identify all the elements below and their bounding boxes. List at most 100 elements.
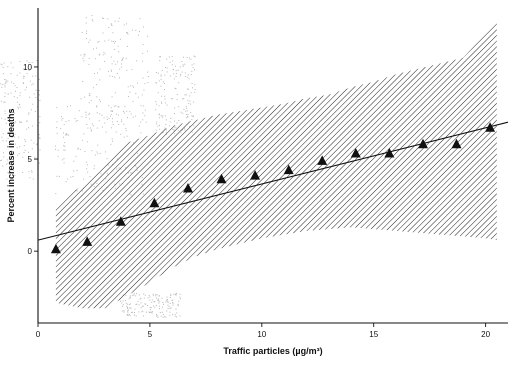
speckle-dot <box>133 117 134 118</box>
speckle-dot <box>155 101 156 102</box>
speckle-dot <box>108 71 109 72</box>
speckle-dot <box>164 96 165 97</box>
speckle-dot <box>115 64 116 65</box>
speckle-dot <box>17 107 18 108</box>
speckle-dot <box>192 64 193 65</box>
speckle-dot <box>85 54 86 55</box>
speckle-dot <box>112 118 113 119</box>
speckle-dot <box>176 73 177 74</box>
speckle-dot <box>96 106 97 107</box>
speckle-dot <box>127 310 128 311</box>
speckle-dot <box>129 304 130 305</box>
speckle-dot <box>163 314 164 315</box>
speckle-dot <box>8 93 9 94</box>
speckle-dot <box>143 78 144 79</box>
speckle-dot <box>89 118 90 119</box>
speckle-dot <box>165 67 166 68</box>
speckle-dot <box>97 42 98 43</box>
speckle-dot <box>194 63 195 64</box>
speckle-dot <box>156 298 157 299</box>
speckle-dot <box>82 140 83 141</box>
speckle-dot <box>130 295 131 296</box>
speckle-dot <box>175 66 176 67</box>
speckle-dot <box>17 87 18 88</box>
speckle-dot <box>87 128 88 129</box>
speckle-dot <box>80 149 81 150</box>
speckle-dot <box>147 51 148 52</box>
speckle-dot <box>187 116 188 117</box>
speckle-dot <box>194 92 195 93</box>
speckle-dot <box>93 125 94 126</box>
speckle-dot <box>142 306 143 307</box>
speckle-dot <box>64 162 65 163</box>
speckle-dot <box>11 93 12 94</box>
speckle-dot <box>100 153 101 154</box>
speckle-dot <box>177 123 178 124</box>
speckle-dot <box>117 73 118 74</box>
speckle-dot <box>183 66 184 67</box>
speckle-dot <box>92 21 93 22</box>
speckle-dot <box>154 307 155 308</box>
speckle-dot <box>91 150 92 151</box>
speckle-dot <box>114 49 115 50</box>
speckle-dot <box>59 176 60 177</box>
speckle-dot <box>165 124 166 125</box>
speckle-dot <box>186 108 187 109</box>
speckle-dot <box>121 60 122 61</box>
speckle-dot <box>23 82 24 83</box>
speckle-dot <box>185 72 186 73</box>
speckle-dot <box>30 81 31 82</box>
speckle-dot <box>64 158 65 159</box>
speckle-dot <box>170 121 171 122</box>
speckle-dot <box>26 129 27 130</box>
speckle-dot <box>103 52 104 53</box>
speckle-dot <box>19 146 20 147</box>
speckle-dot <box>126 70 127 71</box>
speckle-dot <box>161 79 162 80</box>
speckle-dot <box>4 63 5 64</box>
speckle-dot <box>173 69 174 70</box>
speckle-dot <box>112 121 113 122</box>
speckle-dot <box>63 137 64 138</box>
x-tick-label: 10 <box>257 330 266 339</box>
speckle-dot <box>17 147 18 148</box>
speckle-dot <box>29 112 30 113</box>
speckle-dot <box>32 104 33 105</box>
speckle-dot <box>97 112 98 113</box>
speckle-dot <box>194 69 195 70</box>
speckle-dot <box>135 93 136 94</box>
speckle-dot <box>135 309 136 310</box>
speckle-dot <box>19 104 20 105</box>
x-axis-title: Traffic particles (µg/m³) <box>223 346 322 356</box>
speckle-dot <box>17 97 18 98</box>
speckle-dot <box>164 316 165 317</box>
speckle-dot <box>111 57 112 58</box>
speckle-dot <box>182 72 183 73</box>
speckle-dot <box>39 138 40 139</box>
speckle-dot <box>18 137 19 138</box>
speckle-dot <box>90 176 91 177</box>
speckle-dot <box>158 317 159 318</box>
speckle-dot <box>153 295 154 296</box>
speckle-dot <box>172 302 173 303</box>
speckle-dot <box>121 67 122 68</box>
speckle-dot <box>127 136 128 137</box>
speckle-dot <box>91 100 92 101</box>
speckle-dot <box>75 118 76 119</box>
speckle-dot <box>36 90 37 91</box>
speckle-dot <box>167 68 168 69</box>
speckle-dot <box>162 115 163 116</box>
speckle-dot <box>89 102 90 103</box>
speckle-dot <box>176 70 177 71</box>
speckle-dot <box>104 117 105 118</box>
speckle-dot <box>66 121 67 122</box>
speckle-dot <box>4 96 5 97</box>
speckle-dot <box>135 30 136 31</box>
speckle-dot <box>55 149 56 150</box>
speckle-dot <box>70 177 71 178</box>
speckle-dot <box>183 109 184 110</box>
speckle-dot <box>34 157 35 158</box>
speckle-dot <box>177 94 178 95</box>
y-axis-ticks: 0510 <box>23 63 38 256</box>
speckle-dot <box>24 152 25 153</box>
